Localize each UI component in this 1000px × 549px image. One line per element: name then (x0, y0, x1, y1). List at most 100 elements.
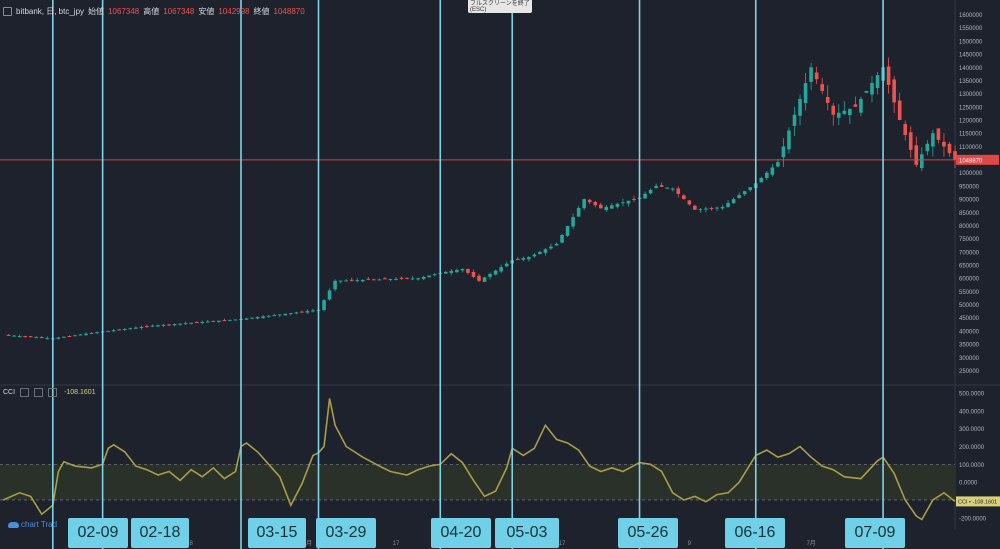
open-label: 始値 (88, 6, 105, 16)
candle-body (444, 271, 448, 274)
price-tick-label: 1600000 (959, 13, 983, 19)
candle-body (803, 83, 808, 104)
x-tick-label: 9 (688, 541, 692, 547)
cci-tick-label: 100.0000 (959, 463, 985, 469)
candle-body (56, 337, 61, 339)
cci-current-value: -108.1601 (64, 389, 96, 396)
open-value: 1067348 (108, 6, 140, 16)
tradingview-watermark: chart Trad (8, 520, 57, 529)
candle-body (300, 311, 304, 313)
price-tick-label: 500000 (959, 303, 980, 309)
candle-body (853, 104, 858, 107)
candle-body (632, 198, 636, 200)
candle-body (39, 337, 44, 339)
candle-body (6, 334, 11, 336)
date-label-4: 03-29 (316, 518, 376, 548)
price-tick-label: 1250000 (959, 105, 983, 111)
symbol-label: bitbank, 日, btc_jpy (16, 6, 85, 16)
candle-body (798, 98, 802, 116)
cci-header: CCI -108.1601 (3, 388, 96, 397)
date-label-7: 05-26 (618, 518, 678, 548)
candle-body (432, 274, 437, 276)
candle-body (665, 187, 669, 189)
candle-body (870, 83, 874, 95)
candle-body (34, 337, 39, 339)
price-tick-label: 450000 (959, 316, 980, 322)
date-label-2: 02-18 (131, 518, 189, 548)
cci-value-tag (956, 496, 1000, 507)
settings-icon[interactable] (34, 388, 44, 397)
price-tick-label: 950000 (959, 184, 980, 190)
candle-body (576, 208, 581, 217)
price-tick-label: 350000 (959, 343, 980, 349)
candle-body (615, 203, 620, 207)
candle-body (145, 326, 149, 328)
candle-body (942, 141, 946, 147)
candle-body (477, 275, 481, 281)
cci-tick-label: 500.0000 (959, 392, 985, 398)
candle-body (338, 280, 343, 282)
candle-body (106, 330, 110, 332)
candle-body (167, 324, 171, 326)
candle-body (593, 201, 598, 206)
fullscreen-exit-hint[interactable]: フルスクリーンを終了 (ESC) (468, 0, 532, 13)
candle-body (333, 280, 337, 290)
price-tick-label: 1500000 (959, 39, 983, 45)
candle-body (720, 207, 725, 209)
candle-body (95, 332, 99, 334)
visibility-icon[interactable] (20, 388, 30, 397)
candle-body (886, 66, 891, 85)
candle-body (521, 258, 526, 260)
candle-body (28, 336, 33, 338)
candle-body (659, 185, 664, 187)
candle-body (200, 321, 205, 323)
candle-body (261, 316, 265, 319)
high-label: 高値 (143, 6, 160, 16)
candle-body (189, 322, 193, 324)
candle-body (765, 172, 769, 179)
candle-body (693, 205, 697, 210)
candle-body (504, 263, 509, 267)
candle-body (748, 187, 753, 191)
candle-body (183, 323, 188, 325)
candle-body (134, 327, 138, 329)
candle-body (731, 199, 736, 204)
price-tick-label: 1150000 (959, 132, 983, 138)
candle-body (781, 146, 786, 158)
price-tick-label: 850000 (959, 211, 980, 217)
candle-body (383, 278, 387, 280)
candle-body (427, 275, 431, 278)
candle-body (228, 319, 232, 321)
candle-body (488, 273, 492, 277)
price-tick-label: 1000000 (959, 171, 983, 177)
candle-body (460, 268, 465, 271)
candle-body (410, 278, 415, 280)
candle-body (726, 203, 730, 208)
candle-body (416, 278, 420, 280)
candle-body (255, 317, 260, 319)
candle-body (836, 112, 841, 118)
candle-body (161, 324, 166, 326)
candle-body (759, 178, 764, 183)
candle-body (892, 79, 896, 103)
candle-body (449, 270, 454, 273)
candle-body (23, 336, 27, 338)
candle-body (394, 278, 398, 280)
candle-body (150, 325, 155, 327)
candle-body (84, 333, 88, 336)
date-label-8: 06-16 (725, 518, 785, 548)
current-price-label: 1048870 (959, 158, 983, 164)
symbol-toggle-icon[interactable] (3, 6, 12, 16)
candle-body (172, 323, 177, 326)
close-icon[interactable] (48, 388, 58, 397)
candle-body (953, 151, 957, 160)
candle-body (233, 319, 238, 321)
price-tick-label: 1200000 (959, 119, 983, 125)
candle-body (73, 335, 77, 337)
candle-body (289, 313, 293, 315)
cci-title: CCI (3, 389, 16, 396)
candle-body (897, 100, 902, 120)
candle-body (621, 202, 625, 204)
